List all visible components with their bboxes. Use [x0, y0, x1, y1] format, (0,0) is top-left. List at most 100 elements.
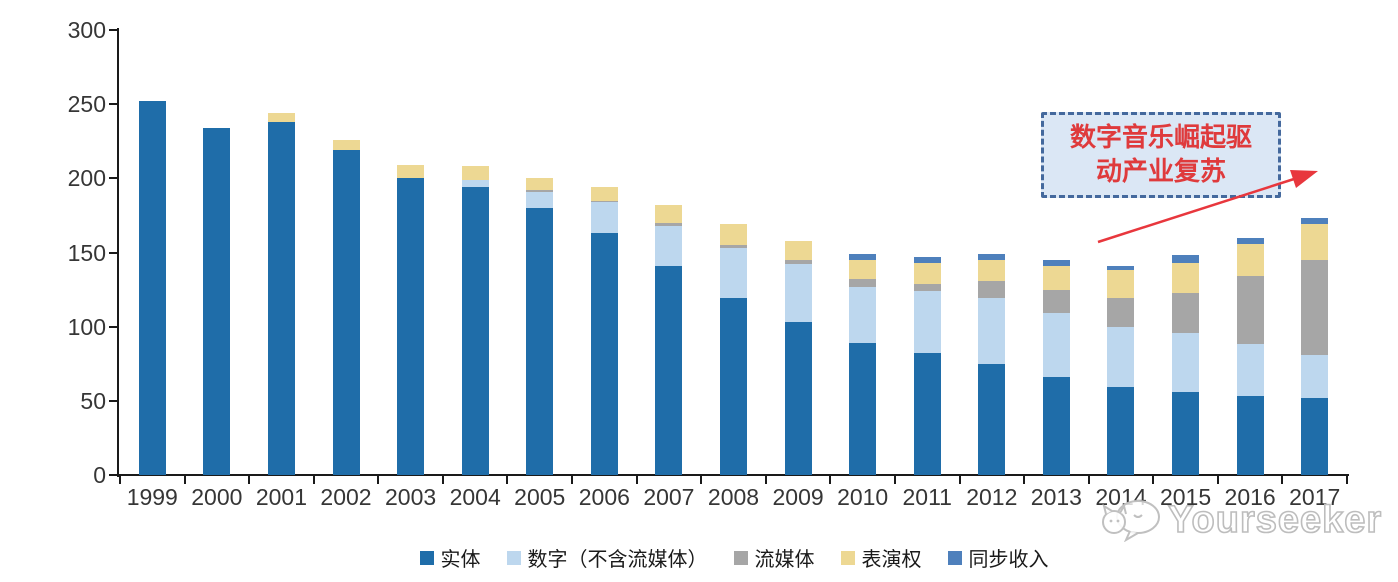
- bar-segment-2010: [849, 286, 877, 343]
- y-tick-label: 100: [67, 313, 106, 340]
- y-tick-mark: [109, 103, 118, 106]
- x-tick-label: 2012: [966, 484, 1018, 510]
- x-tick-label: 2016: [1224, 484, 1276, 510]
- x-tick-label: 2015: [1159, 484, 1212, 510]
- bar-segment-2008: [720, 245, 747, 249]
- legend-label: 流媒体: [754, 547, 815, 571]
- y-tick-label: 200: [67, 165, 106, 192]
- bar-segment-2011: [913, 256, 941, 263]
- bar-segment-2013: [1042, 265, 1070, 290]
- annotation-text-line-2: 动产业复苏: [1095, 157, 1226, 187]
- bar-segment-2006: [590, 200, 618, 203]
- bar-segment-2017: [1301, 259, 1329, 355]
- x-tick-mark: [1087, 476, 1090, 484]
- x-tick-mark: [571, 476, 574, 484]
- bar-segment-2007: [655, 265, 683, 475]
- bar-segment-2015: [1172, 332, 1200, 392]
- x-tick-mark: [377, 476, 380, 484]
- bar-segment-2001: [267, 121, 295, 475]
- annotation-text-line-1: 数字音乐崛起驱: [1069, 123, 1252, 153]
- x-tick-label: 2000: [191, 484, 243, 510]
- bar-segment-2014: [1107, 265, 1135, 271]
- x-tick-mark: [1152, 476, 1155, 484]
- x-tick-mark: [1281, 476, 1284, 484]
- x-tick-label: 2010: [837, 484, 889, 510]
- x-tick-mark: [958, 476, 961, 484]
- bar-segment-2010: [849, 259, 877, 280]
- x-tick-label: 2004: [449, 484, 501, 510]
- bar-segment-2008: [720, 224, 747, 246]
- x-tick-mark: [764, 476, 767, 484]
- bar-segment-2009: [784, 259, 812, 265]
- x-tick-label: 2008: [707, 484, 760, 510]
- bar-segment-2002: [332, 139, 360, 151]
- x-tick-label: 2009: [772, 484, 824, 510]
- bar-segment-2006: [590, 202, 618, 234]
- y-tick-mark: [109, 251, 118, 254]
- x-tick-mark: [506, 476, 509, 484]
- x-tick-label: 2011: [902, 484, 952, 510]
- bar-segment-2015: [1172, 292, 1200, 333]
- bar-segment-2008: [720, 298, 747, 475]
- bar-segment-2004: [461, 187, 489, 475]
- x-tick-mark: [1216, 476, 1219, 484]
- x-tick-mark: [635, 476, 638, 484]
- bar-segment-2011: [913, 262, 941, 284]
- bar-segment-2015: [1172, 255, 1200, 263]
- bar-segment-2016: [1236, 243, 1264, 277]
- bar-segment-2004: [461, 166, 489, 180]
- bar-segment-2010: [849, 279, 877, 287]
- bar-segment-2007: [655, 205, 683, 223]
- bar-segment-2015: [1172, 262, 1200, 293]
- bar-segment-2013: [1042, 313, 1070, 378]
- bar-segment-2007: [655, 225, 683, 266]
- y-tick-mark: [109, 29, 118, 31]
- x-tick-mark: [119, 476, 121, 484]
- y-tick-mark: [109, 474, 118, 476]
- y-tick-mark: [109, 399, 118, 402]
- x-tick-mark: [1346, 476, 1348, 484]
- bar-segment-2003: [397, 178, 425, 475]
- legend-item: 数字（不含流媒体）: [506, 543, 708, 572]
- legend-swatch-icon: [733, 550, 748, 565]
- bar-segment-2001: [267, 113, 295, 122]
- y-tick-label: 150: [67, 239, 106, 266]
- bar-segment-2002: [332, 150, 360, 475]
- bar-segment-2013: [1042, 289, 1070, 314]
- bar-segment-2017: [1301, 218, 1329, 225]
- bar-segment-2014: [1107, 298, 1135, 327]
- legend-swatch-icon: [840, 550, 855, 565]
- annotation-box: 数字音乐崛起驱 动产业复苏: [1041, 112, 1281, 198]
- bar-segment-2012: [978, 259, 1006, 281]
- legend-item: 表演权: [840, 543, 922, 572]
- x-tick-label: 2014: [1095, 484, 1147, 510]
- legend-label: 数字（不含流媒体）: [527, 547, 708, 571]
- bar-segment-2016: [1236, 276, 1264, 345]
- y-tick-label: 0: [93, 462, 106, 488]
- x-tick-label: 2017: [1289, 484, 1341, 510]
- bar-segment-2015: [1172, 391, 1200, 475]
- bar-segment-2016: [1236, 344, 1264, 397]
- bar-segment-2006: [590, 187, 618, 201]
- bar-segment-2014: [1107, 387, 1135, 475]
- bar-segment-2000: [203, 127, 231, 475]
- bar-segment-2017: [1301, 224, 1329, 260]
- bar-segment-2005: [526, 178, 554, 191]
- x-tick-label: 2006: [578, 484, 630, 510]
- bar-segment-2009: [784, 240, 812, 260]
- bar-segment-2006: [590, 233, 618, 475]
- x-tick-mark: [829, 476, 832, 484]
- legend-label: 实体: [440, 547, 481, 571]
- x-tick-mark: [1023, 476, 1026, 484]
- x-tick-label: 2003: [385, 484, 437, 510]
- y-tick-label: 50: [80, 387, 106, 414]
- x-tick-label: 2007: [643, 484, 695, 510]
- x-tick-mark: [893, 476, 896, 484]
- x-tick-mark: [248, 476, 251, 484]
- bar-segment-2013: [1042, 377, 1070, 475]
- y-axis: [117, 28, 119, 477]
- legend-label: 同步收入: [968, 547, 1049, 571]
- x-tick-label: 2013: [1030, 484, 1082, 510]
- x-tick-label: 2001: [255, 484, 308, 510]
